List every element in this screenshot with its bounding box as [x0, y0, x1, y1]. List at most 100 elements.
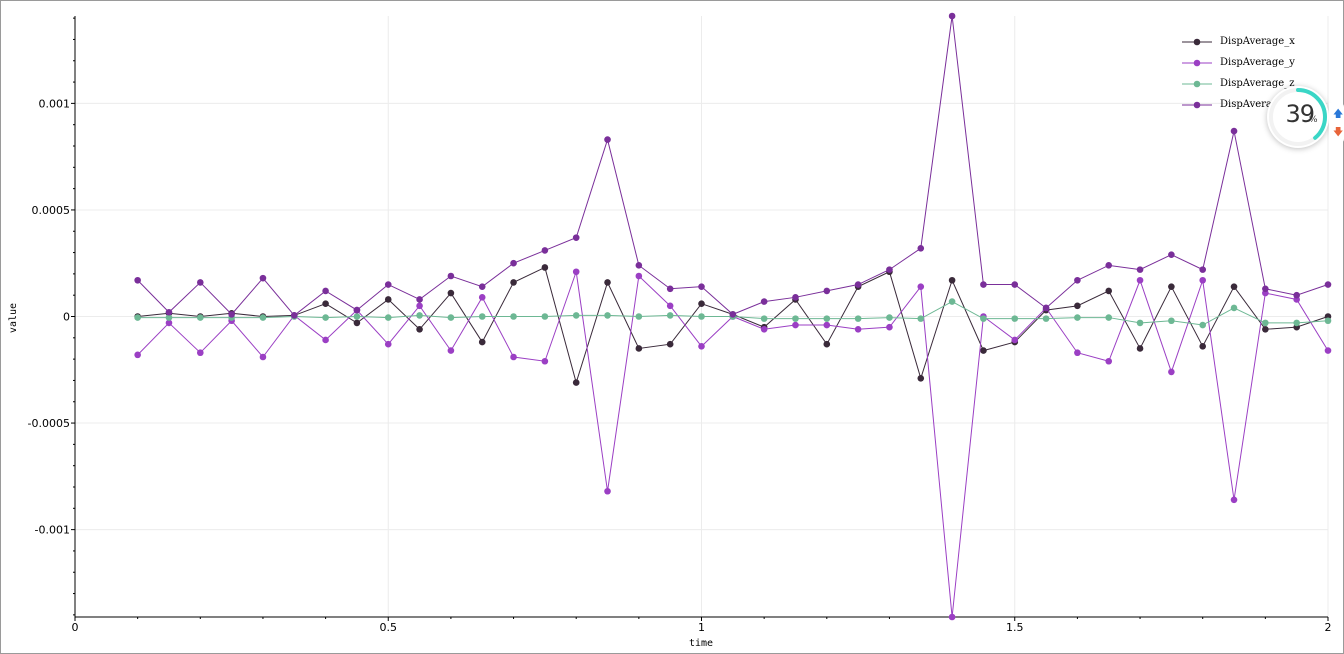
- data-point-DispAverage_x-11: [478, 338, 486, 346]
- series-DispAverage_y: [134, 268, 1332, 621]
- data-point-DispAverage_x-30: [1074, 302, 1081, 310]
- data-point-DispAverage_y-17: [666, 302, 674, 310]
- legend-item-3[interactable]: DispAverage: [1182, 99, 1284, 110]
- progress-ring-fill: [1269, 88, 1327, 146]
- data-point-DispAverage_x-13: [541, 264, 549, 271]
- down-arrow-icon: 🡇: [1333, 127, 1344, 138]
- data-point-DispAverage_y-14: [572, 268, 580, 276]
- x-tick-label-2: 1: [698, 621, 705, 634]
- data-point-DispAverage_z-23: [854, 315, 862, 322]
- data-point-DispAverage-6: [322, 287, 329, 295]
- data-point-DispAverage_y-0: [134, 351, 141, 359]
- data-point-DispAverage-27: [980, 281, 987, 288]
- data-point-DispAverage_z-36: [1262, 319, 1269, 327]
- data-point-DispAverage_z-10: [447, 314, 455, 321]
- data-point-DispAverage_x-33: [1168, 283, 1175, 290]
- data-point-DispAverage-34: [1199, 266, 1206, 273]
- data-point-DispAverage_y-32: [1136, 276, 1144, 284]
- data-series: [134, 12, 1332, 621]
- series-DispAverage_z: [134, 298, 1332, 329]
- data-point-DispAverage_z-30: [1074, 314, 1081, 321]
- data-point-DispAverage_z-21: [792, 315, 799, 322]
- y-tick-label-2: 0: [63, 311, 70, 324]
- data-point-DispAverage-32: [1136, 266, 1144, 273]
- monitor-side-tab[interactable]: [1329, 103, 1344, 143]
- series-DispAverage_x: [134, 264, 1332, 386]
- data-point-DispAverage_z-11: [478, 313, 486, 320]
- data-point-DispAverage-31: [1105, 262, 1113, 269]
- series-line-DispAverage_x: [137, 266, 1329, 385]
- legend-item-1[interactable]: DispAverage_y: [1182, 57, 1295, 68]
- data-point-DispAverage_x-8: [384, 296, 392, 303]
- legend-swatch-marker: [1193, 59, 1201, 67]
- data-point-DispAverage_y-2: [197, 349, 204, 357]
- data-point-DispAverage-10: [447, 272, 455, 280]
- data-point-DispAverage-4: [259, 274, 267, 282]
- data-point-DispAverage_y-11: [478, 294, 486, 301]
- data-point-DispAverage-2: [197, 279, 204, 286]
- data-point-DispAverage_x-15: [604, 279, 611, 286]
- data-point-DispAverage-7: [353, 306, 361, 314]
- data-point-DispAverage-35: [1230, 127, 1238, 135]
- data-point-DispAverage_y-4: [259, 353, 267, 361]
- data-point-DispAverage_y-6: [322, 336, 329, 344]
- monitor-percent-unit: %: [1309, 115, 1318, 125]
- data-point-DispAverage_z-24: [886, 314, 893, 321]
- x-tick-label-4: 2: [1325, 621, 1332, 634]
- legend[interactable]: DispAverage_x DispAverage_y DispAverage_z D…: [1182, 36, 1295, 110]
- data-point-DispAverage-9: [416, 296, 423, 303]
- data-point-DispAverage_y-10: [447, 347, 455, 354]
- data-point-DispAverage-3: [228, 311, 235, 318]
- data-point-DispAverage-0: [134, 276, 141, 284]
- data-point-DispAverage_y-24: [886, 323, 893, 331]
- performance-monitor-widget[interactable]: 39 %: [1267, 86, 1329, 148]
- data-point-DispAverage_z-16: [635, 313, 643, 320]
- data-point-DispAverage_y-12: [510, 353, 517, 361]
- data-point-DispAverage_z-20: [760, 315, 768, 322]
- data-point-DispAverage_x-14: [572, 379, 580, 386]
- data-point-DispAverage_x-35: [1230, 283, 1238, 290]
- data-point-DispAverage-23: [854, 281, 862, 288]
- data-point-DispAverage_x-7: [353, 319, 361, 327]
- data-point-DispAverage_x-6: [322, 300, 329, 308]
- data-point-DispAverage-19: [729, 311, 737, 318]
- data-point-DispAverage_z-34: [1199, 321, 1206, 329]
- data-point-DispAverage_z-9: [416, 312, 423, 319]
- data-point-DispAverage-38: [1324, 281, 1332, 288]
- data-point-DispAverage-22: [823, 287, 831, 295]
- data-point-DispAverage-26: [948, 12, 956, 20]
- data-point-DispAverage-5: [290, 312, 298, 319]
- data-point-DispAverage_z-31: [1105, 314, 1113, 321]
- data-point-DispAverage-29: [1042, 304, 1050, 312]
- data-point-DispAverage_z-37: [1293, 319, 1300, 327]
- y-axis-title: value: [8, 303, 19, 333]
- data-point-DispAverage_z-14: [572, 312, 580, 319]
- data-point-DispAverage-36: [1262, 285, 1269, 293]
- data-point-DispAverage_y-1: [165, 319, 173, 327]
- data-point-DispAverage_z-28: [1011, 315, 1019, 322]
- data-point-DispAverage-24: [886, 266, 893, 273]
- data-point-DispAverage-20: [760, 298, 768, 305]
- data-point-DispAverage_y-9: [416, 302, 423, 310]
- legend-label-3: DispAverage: [1220, 99, 1284, 110]
- data-point-DispAverage-15: [604, 136, 611, 143]
- data-point-DispAverage_y-35: [1230, 496, 1238, 504]
- data-point-DispAverage-16: [635, 262, 643, 269]
- data-point-DispAverage_y-8: [384, 340, 392, 348]
- data-point-DispAverage-37: [1293, 291, 1300, 299]
- data-point-DispAverage_x-17: [666, 340, 674, 348]
- series-line-DispAverage_y: [137, 271, 1329, 618]
- legend-item-0[interactable]: DispAverage_x: [1182, 36, 1295, 47]
- progress-ring: [1269, 88, 1327, 146]
- data-point-DispAverage_y-34: [1199, 276, 1206, 284]
- legend-swatch-marker: [1193, 80, 1201, 88]
- legend-item-2[interactable]: DispAverage_z: [1182, 78, 1294, 89]
- data-point-DispAverage-14: [572, 234, 580, 241]
- y-axis-ticks: 0.001 0.0005 0 -0.0005 -0.001: [28, 17, 75, 616]
- data-point-DispAverage_z-2: [197, 314, 204, 321]
- data-point-DispAverage_z-27: [980, 315, 987, 322]
- legend-label-0: DispAverage_x: [1220, 36, 1295, 47]
- data-point-DispAverage_z-25: [917, 315, 925, 322]
- data-point-DispAverage_x-22: [823, 340, 831, 348]
- series-line-DispAverage: [137, 15, 1329, 317]
